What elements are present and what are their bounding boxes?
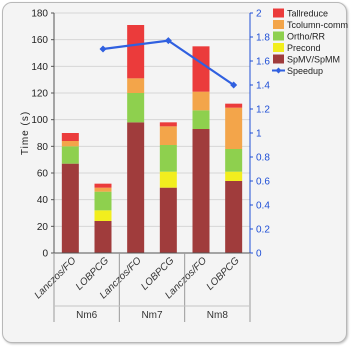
bar-segment — [159, 145, 177, 172]
speedup-point — [164, 37, 172, 45]
bar-segment — [61, 146, 79, 164]
bar-segment — [192, 110, 210, 129]
bar-segment — [225, 103, 243, 108]
grid-layer — [54, 12, 250, 227]
y-tick-label: 0 — [42, 249, 48, 260]
y2-tick-label: 1 — [256, 129, 262, 140]
bar-segment — [225, 107, 243, 149]
legend-label: Tcolumn-comm — [287, 20, 348, 30]
legend-entry: Ortho/RR — [273, 31, 326, 42]
legend-label: Ortho/RR — [287, 32, 326, 42]
legend-marker — [275, 67, 282, 74]
bar-segment — [94, 183, 112, 188]
bar-segment — [61, 163, 79, 253]
bars-layer — [61, 25, 243, 253]
legend-entry: Tcolumn-comm — [273, 20, 348, 30]
bar-segment — [61, 141, 79, 147]
bar-segment — [192, 91, 210, 111]
y2-tick-label: 1.6 — [256, 57, 270, 68]
speedup-point — [230, 81, 238, 89]
bar-segment — [94, 210, 112, 221]
y-axis-label: Time (s) — [20, 111, 31, 155]
bar-segment — [159, 122, 177, 127]
y-tick-label: 60 — [37, 169, 49, 180]
y2-tick-label: 1.2 — [256, 105, 270, 116]
y-tick-label: 140 — [31, 62, 48, 73]
legend-swatch — [273, 43, 284, 52]
speedup-line-layer — [99, 37, 238, 89]
bar-segment — [94, 221, 112, 253]
group-label: Nm6 — [76, 310, 98, 321]
y2-tick-label: 0.2 — [256, 225, 270, 236]
y-tick-label: 180 — [31, 9, 48, 20]
legend-entry: SpMV/SpMM — [273, 54, 340, 65]
speedup-line — [102, 39, 235, 86]
legend-entry: Precond — [273, 43, 321, 53]
y2-tick-label: 0.4 — [256, 201, 270, 212]
bar-segment — [225, 149, 243, 172]
bar-segment — [61, 133, 79, 141]
legend-label: SpMV/SpMM — [287, 55, 340, 65]
y-tick-label: 20 — [37, 222, 49, 233]
y-tick-label: 100 — [31, 115, 48, 126]
bar-segment — [225, 171, 243, 181]
legend-swatch — [273, 20, 284, 29]
legend-label: Precond — [287, 43, 321, 53]
y2-tick-label: 2 — [256, 9, 262, 20]
y2-tick-label: 1.8 — [256, 33, 270, 44]
category-label: Lanczos/FO — [33, 255, 79, 301]
legend-swatch — [273, 31, 284, 41]
y-tick-label: 40 — [37, 195, 49, 206]
category-label: LOBPCG — [205, 255, 242, 292]
y-tick-label: 80 — [37, 142, 49, 153]
y2-tick-label: 0.8 — [256, 153, 270, 164]
bar-segment — [159, 126, 177, 145]
y-tick-label: 160 — [31, 35, 48, 46]
speedup-point — [99, 45, 107, 53]
bar-segment — [225, 181, 243, 253]
bar-segment — [94, 191, 112, 211]
y2-tick-label: 0 — [256, 249, 262, 260]
bar-segment — [127, 25, 145, 79]
legend-label: Tallreduce — [287, 9, 328, 19]
legend-swatch — [273, 8, 284, 18]
bar-segment — [127, 122, 145, 253]
y2-tick-label: 0.6 — [256, 177, 270, 188]
bar-segment — [192, 46, 210, 92]
y2-tick-label: 1.4 — [256, 81, 270, 92]
legend-entry: Tallreduce — [273, 8, 328, 19]
bar-segment — [159, 171, 177, 188]
legend-entry: Speedup — [272, 66, 323, 76]
bar-segment — [127, 93, 145, 123]
y-tick-label: 120 — [31, 89, 48, 100]
legend-swatch — [273, 54, 284, 64]
group-label: Nm8 — [207, 310, 229, 321]
legend-label: Speedup — [287, 66, 323, 76]
bar-segment — [94, 187, 112, 192]
bar-segment — [127, 78, 145, 93]
bar-segment — [159, 187, 177, 253]
bar-segment — [192, 129, 210, 253]
group-label: Nm7 — [141, 310, 163, 321]
